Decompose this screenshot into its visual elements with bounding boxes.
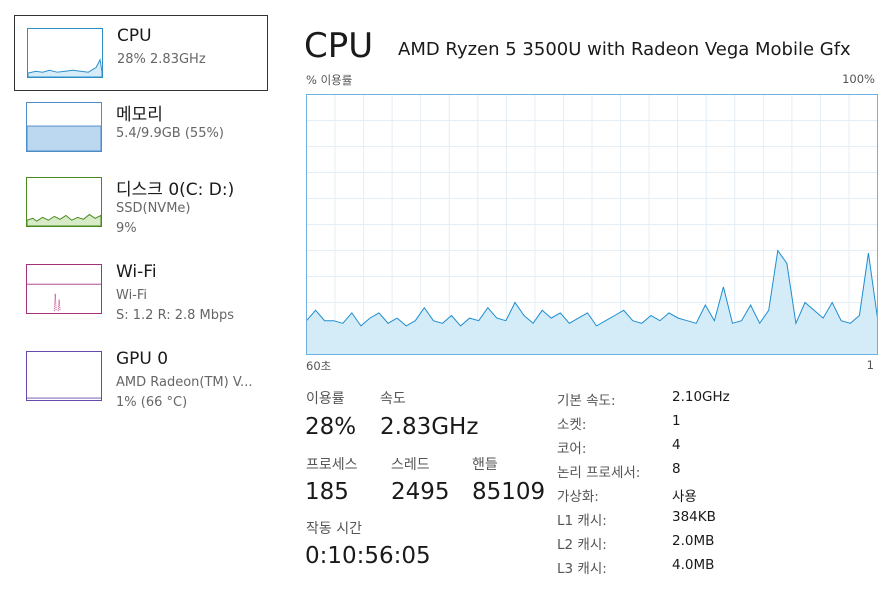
item-title: CPU [117,26,152,46]
thumbnail [27,28,103,78]
spec-label: 논리 프로세서: [557,465,641,481]
item-detail: 1% (66 °C) [116,395,188,410]
stat-value: 28% [305,414,357,440]
spec-label: L3 캐시: [557,561,607,577]
stat-value: 2495 [391,479,450,505]
item-detail: S: 1.2 R: 2.8 Mbps [116,308,235,323]
cpu-line [306,249,878,327]
cpu-model: AMD Ryzen 5 3500U with Radeon Vega Mobil… [398,39,851,60]
item-title: Wi-Fi [116,262,157,282]
thumbnail-graph [27,283,101,312]
page-title: CPU [304,26,374,66]
thumbnail-graph [26,213,102,227]
stat-label: 핸들 [472,457,498,473]
stat-value: 2.83GHz [380,414,479,440]
cpu-graph [306,94,878,355]
spec-value: 4.0MB [672,557,715,573]
spec-label: L2 캐시: [557,537,607,553]
cpu-area [306,250,878,355]
item-title: GPU 0 [116,349,169,369]
thumbnail [26,102,102,152]
spec-value: 384KB [672,509,716,525]
item-detail: 5.4/9.9GB (55%) [116,126,224,141]
spec-label: 기본 속도: [557,393,616,409]
stat-label: 스레드 [391,457,430,473]
item-detail: AMD Radeon(TM) V... [116,375,253,390]
thumbnail-graph [26,125,102,152]
item-detail: 9% [116,221,137,236]
stat-value: 185 [305,479,349,505]
thumbnail [26,351,102,401]
sidebar-item[interactable]: Wi-Fi Wi-Fi S: 1.2 R: 2.8 Mbps [14,252,268,328]
stat-label: 속도 [380,391,406,407]
sidebar-item[interactable]: GPU 0 AMD Radeon(TM) V... 1% (66 °C) [14,339,268,415]
item-detail: SSD(NVMe) [116,201,191,216]
stat-label: 프로세스 [306,457,358,473]
graph-border [306,94,878,355]
sidebar-item[interactable]: 메모리 5.4/9.9GB (55%) [14,90,268,166]
thumbnail-graph [27,397,101,399]
item-title: 메모리 [116,105,163,125]
graph-max: 100% [842,72,875,86]
graph-time: 1 [866,358,874,372]
spec-label: 소켓: [557,417,587,433]
stat-value: 0:10:56:05 [305,543,431,569]
spec-label: L1 캐시: [557,513,607,529]
stat-label: 이용률 [306,391,345,407]
item-detail: Wi-Fi [116,288,148,303]
thumbnail [26,177,102,227]
thumbnail [26,264,102,314]
spec-label: 가상화: [557,489,599,505]
spec-label: 코어: [557,441,587,457]
spec-value: 2.10GHz [672,389,730,405]
graph-time: 60초 [306,359,332,373]
stat-label: 작동 시간 [306,521,362,537]
spec-value: 2.0MB [672,533,715,549]
sidebar-item[interactable]: CPU 28% 2.83GHz [14,15,268,91]
thumbnail-graph [27,58,103,78]
stat-value: 85109 [472,479,546,505]
item-detail: 28% 2.83GHz [117,52,206,67]
graph-label: % 이용률 [306,73,353,87]
spec-value: 사용 [672,489,697,505]
spec-value: 8 [672,461,681,477]
spec-value: 1 [672,413,681,429]
spec-value: 4 [672,437,681,453]
sidebar-item[interactable]: 디스크 0(C: D:) SSD(NVMe) 9% [14,165,268,241]
item-title: 디스크 0(C: D:) [116,180,235,200]
